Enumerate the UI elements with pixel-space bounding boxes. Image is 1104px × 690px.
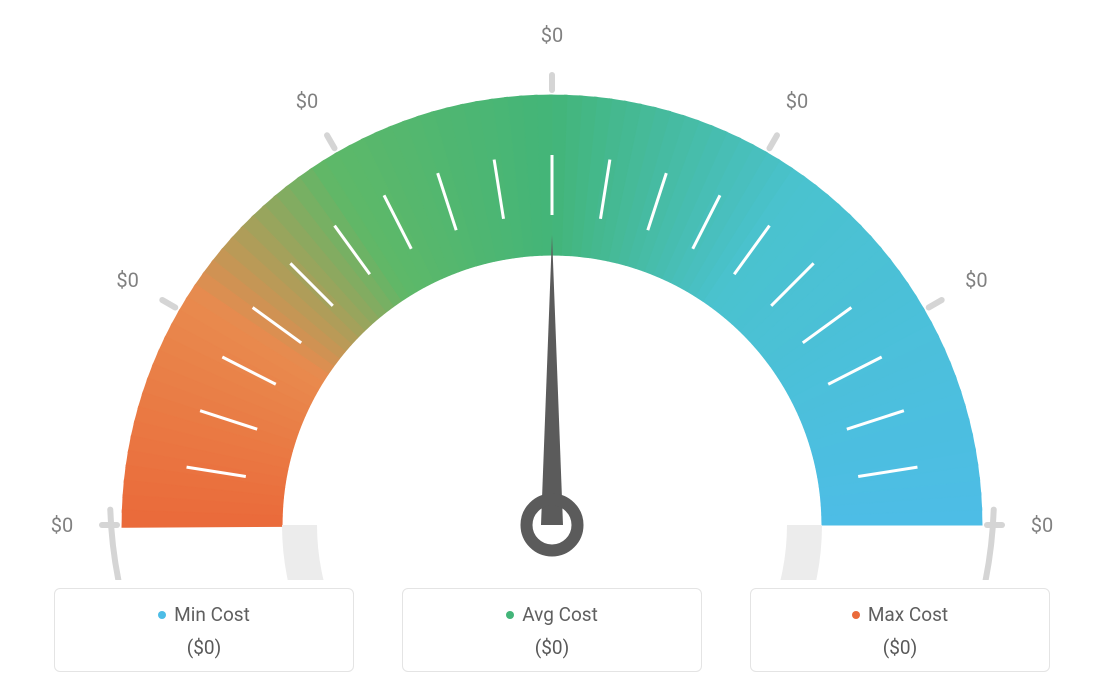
gauge-tick-label: $0 <box>541 23 563 47</box>
legend-value-min: ($0) <box>65 636 343 659</box>
legend-card-min: Min Cost ($0) <box>54 588 354 672</box>
legend-label-avg: Avg Cost <box>522 603 598 626</box>
legend-dot-min <box>158 611 166 619</box>
legend-title-max: Max Cost <box>852 603 948 626</box>
legend-title-min: Min Cost <box>158 603 250 626</box>
legend-label-min: Min Cost <box>174 603 250 626</box>
gauge-tick-label: $0 <box>116 268 138 292</box>
legend-value-avg: ($0) <box>413 636 691 659</box>
legend-row: Min Cost ($0) Avg Cost ($0) Max Cost ($0… <box>0 588 1104 672</box>
legend-card-avg: Avg Cost ($0) <box>402 588 702 672</box>
cost-gauge-chart: $0 $0 $0 $0 $0 $0 $0 Min Cost ($0) Avg Cost ($… <box>0 0 1104 690</box>
gauge-tick-label: $0 <box>786 89 808 113</box>
gauge-tick-label: $0 <box>296 89 318 113</box>
gauge-svg <box>52 20 1052 580</box>
gauge-tick-label: $0 <box>965 268 987 292</box>
legend-dot-avg <box>506 611 514 619</box>
gauge-tick-label: $0 <box>51 513 73 537</box>
gauge-tick-label: $0 <box>1031 513 1053 537</box>
legend-card-max: Max Cost ($0) <box>750 588 1050 672</box>
legend-value-max: ($0) <box>761 636 1039 659</box>
legend-label-max: Max Cost <box>868 603 948 626</box>
legend-title-avg: Avg Cost <box>506 603 598 626</box>
legend-dot-max <box>852 611 860 619</box>
gauge: $0 $0 $0 $0 $0 $0 $0 <box>52 20 1052 580</box>
